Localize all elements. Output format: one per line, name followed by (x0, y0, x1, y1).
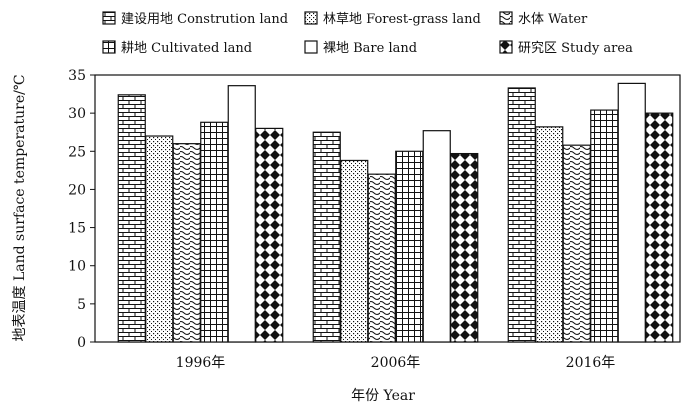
bar (422, 130, 451, 343)
y-tick-label: 10 (68, 259, 86, 275)
x-tick-label: 2006年 (371, 355, 421, 371)
legend-swatch (102, 11, 116, 25)
bar (340, 159, 369, 343)
bar (617, 82, 646, 343)
x-tick-label: 2016年 (566, 355, 616, 371)
legend-label: 耕地 Cultivated land (121, 40, 252, 56)
legend-label: 水体 Water (518, 12, 588, 27)
bar (395, 150, 424, 343)
bar (367, 173, 396, 343)
bar (645, 112, 674, 343)
legend-label: 林草地 Forest-grass land (323, 12, 481, 27)
y-tick-label: 0 (77, 335, 86, 351)
legend-item: 研究区 Study area (499, 40, 633, 56)
bar (145, 135, 174, 343)
y-tick-label: 5 (77, 297, 86, 313)
bar (200, 121, 229, 343)
legend-swatch (499, 40, 513, 54)
bar (255, 127, 284, 343)
bar (590, 109, 619, 343)
bar (535, 126, 564, 343)
legend-label: 研究区 Study area (518, 41, 633, 56)
legend-swatch (304, 40, 318, 54)
bar (227, 85, 256, 343)
legend: 建设用地 Constrution land 林草地 Forest-grass la… (102, 11, 633, 56)
y-axis-title: 地表温度 Land surface temperature/℃ (12, 75, 28, 342)
x-axis-title: 年份 Year (351, 388, 415, 404)
bar (117, 94, 146, 343)
legend-swatch (304, 11, 318, 25)
x-tick-label: 1996年 (176, 355, 226, 371)
legend-item: 水体 Water (499, 11, 588, 27)
legend-item: 耕地 Cultivated land (102, 40, 252, 56)
bar (507, 87, 536, 343)
y-tick-label: 20 (68, 182, 86, 198)
bar (172, 143, 201, 343)
legend-swatch (499, 11, 513, 25)
bar (312, 131, 341, 343)
y-tick-label: 15 (68, 221, 86, 237)
legend-item: 裸地 Bare land (304, 40, 417, 56)
bars (117, 82, 674, 343)
y-tick-label: 25 (68, 144, 86, 160)
y-tick-label: 35 (68, 68, 86, 84)
bar (450, 152, 479, 343)
y-tick-label: 30 (68, 106, 86, 122)
legend-item: 林草地 Forest-grass land (304, 11, 481, 27)
legend-item: 建设用地 Constrution land (102, 11, 288, 27)
legend-label: 裸地 Bare land (323, 41, 417, 56)
legend-label: 建设用地 Constrution land (121, 12, 288, 27)
legend-swatch (102, 40, 116, 54)
bar (562, 144, 591, 343)
